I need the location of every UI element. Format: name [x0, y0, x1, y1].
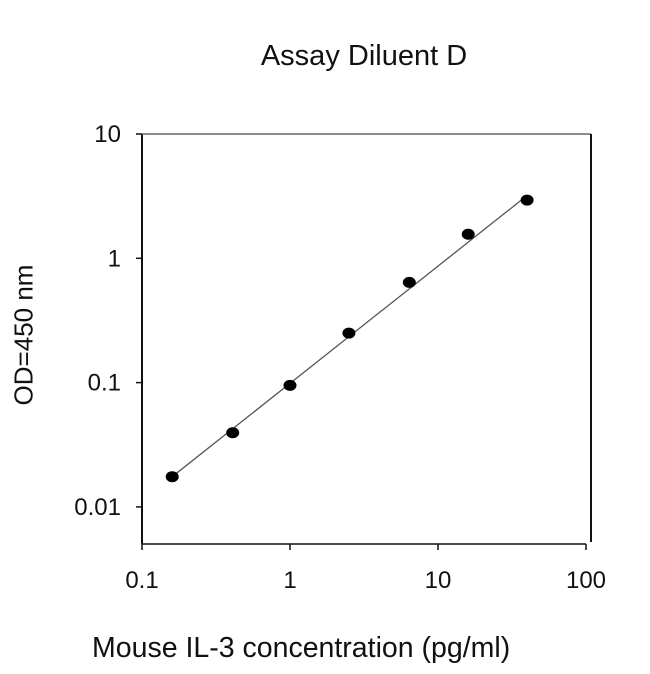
data-points	[165, 194, 534, 483]
x-tick-label: 0.1	[125, 567, 158, 594]
data-point	[226, 427, 240, 439]
chart-title: Assay Diluent D	[260, 40, 468, 72]
data-point	[402, 276, 416, 288]
y-tick-label: 0.1	[88, 370, 121, 397]
axes-frame	[141, 133, 592, 545]
y-tick-label: 10	[94, 121, 121, 148]
data-point	[342, 327, 356, 339]
data-point	[165, 471, 179, 483]
x-tick-label: 10	[425, 567, 452, 594]
data-point	[520, 194, 534, 206]
data-point	[461, 228, 475, 240]
y-tick-label: 1	[108, 245, 121, 272]
x-axis-label: Mouse IL-3 concentration (pg/ml)	[92, 632, 511, 664]
data-point	[283, 379, 297, 391]
x-tick-label: 100	[566, 567, 606, 594]
y-axis-ticks: 0.01 0.1 1 10	[74, 121, 142, 521]
x-axis-ticks: 0.1 1 10 100	[125, 544, 606, 594]
x-tick-label: 1	[283, 567, 296, 594]
y-tick-label: 0.01	[74, 494, 121, 521]
